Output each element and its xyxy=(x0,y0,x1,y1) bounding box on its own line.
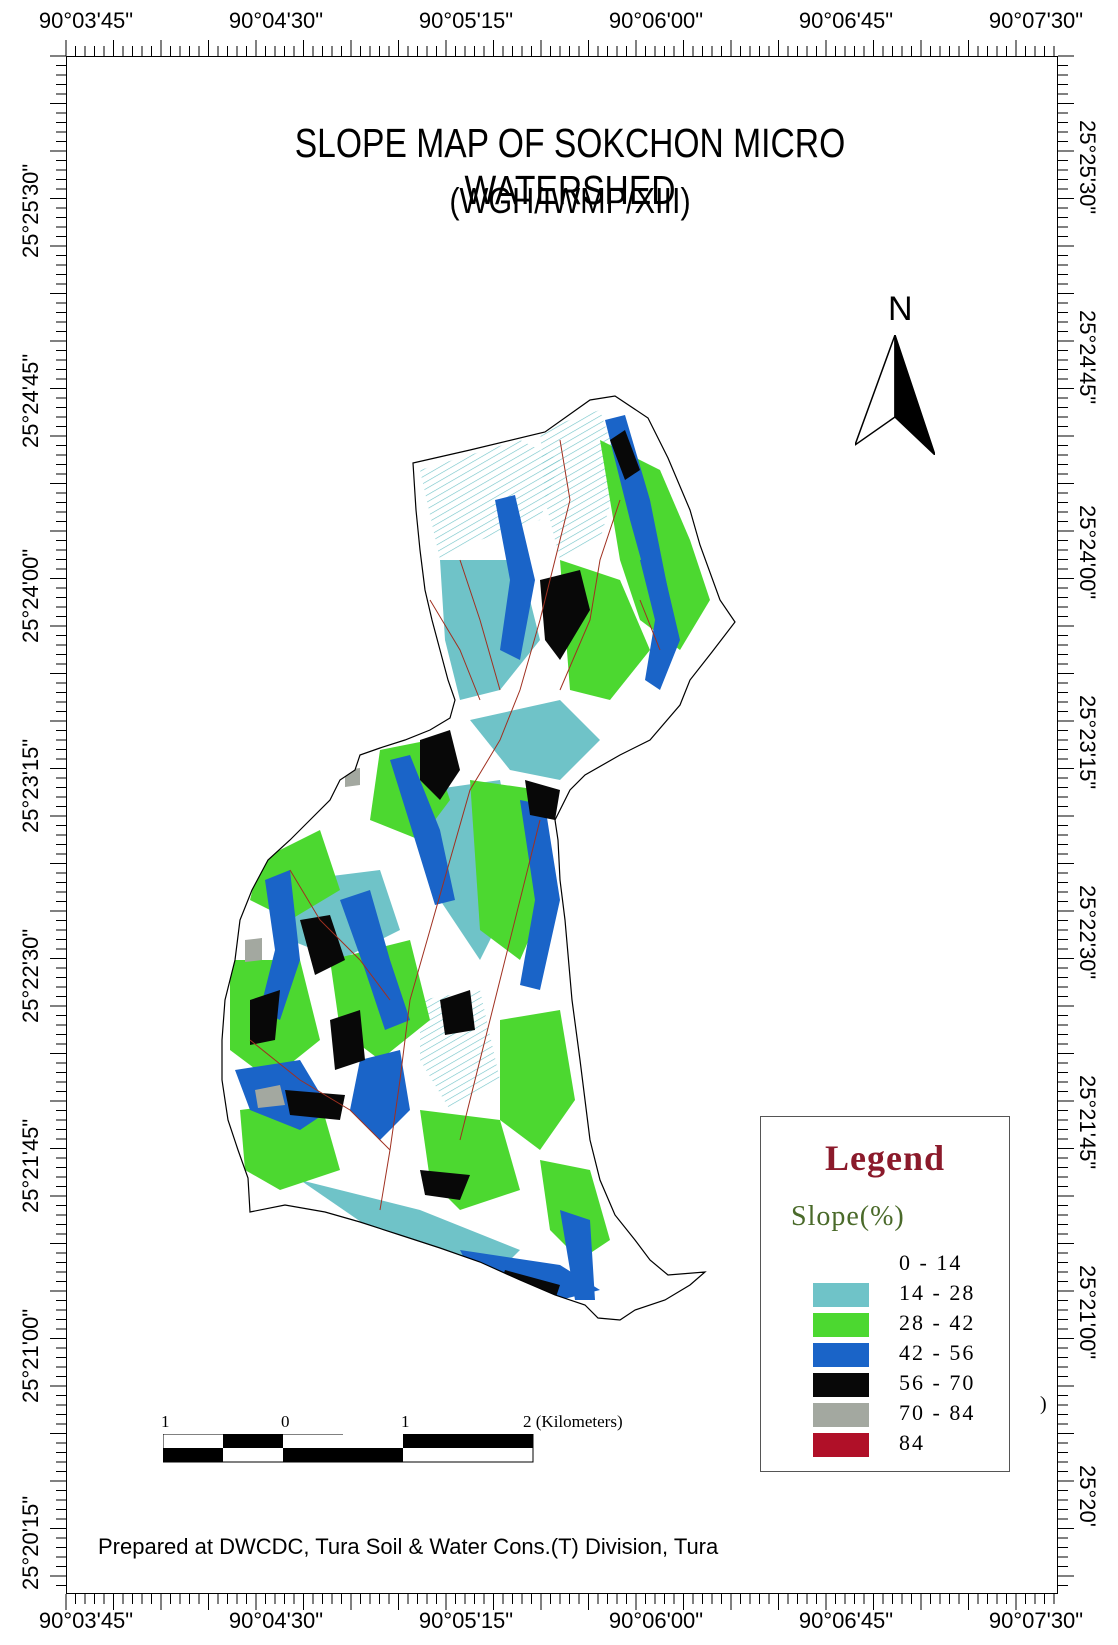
scale-label-two: 2 (Kilometers) xyxy=(523,1412,623,1431)
legend-swatch xyxy=(813,1283,869,1307)
scale-label-left: 1 xyxy=(161,1412,170,1431)
scale-label-one: 1 xyxy=(401,1412,410,1431)
longitude-bottom-label: 90°06'45" xyxy=(798,1608,894,1633)
legend-swatch xyxy=(813,1343,869,1367)
map-subtitle: (WGH/IWMP/XIII) xyxy=(449,180,691,221)
legend-title: Legend xyxy=(824,1138,945,1178)
longitude-top-label: 90°06'00" xyxy=(608,8,704,33)
longitude-bottom-label: 90°03'45" xyxy=(38,1608,134,1633)
legend-label: 84 xyxy=(899,1430,925,1455)
legend-label: 28 - 42 xyxy=(899,1310,976,1335)
longitude-top-label: 90°03'45" xyxy=(38,8,134,33)
legend-swatch xyxy=(813,1373,869,1397)
longitude-top-label: 90°05'15" xyxy=(418,8,514,33)
longitude-bottom-label: 90°07'30" xyxy=(988,1608,1084,1633)
map-frame xyxy=(66,56,1058,1594)
north-arrow-icon xyxy=(855,335,935,455)
longitude-top-label: 90°06'45" xyxy=(798,8,894,33)
legend-box: Legend Slope(%) 0 - 14 14 - 28 28 - 42 4… xyxy=(760,1116,1010,1472)
north-label: N xyxy=(888,290,913,328)
legend-label: 0 - 14 xyxy=(899,1250,963,1275)
longitude-top-label: 90°07'30" xyxy=(988,8,1084,33)
longitude-top-label: 90°04'30" xyxy=(228,8,324,33)
legend-swatch xyxy=(813,1403,869,1427)
longitude-bottom-label: 90°06'00" xyxy=(608,1608,704,1633)
legend-label: 70 - 84 xyxy=(899,1400,976,1425)
legend-label: 14 - 28 xyxy=(899,1280,976,1305)
legend-label: 42 - 56 xyxy=(899,1340,976,1365)
scale-label-zero: 0 xyxy=(281,1412,290,1431)
stray-text: ) xyxy=(1040,1393,1047,1415)
footer-credit: Prepared at DWCDC, Tura Soil & Water Con… xyxy=(98,1534,719,1559)
legend-swatch xyxy=(813,1433,869,1457)
scale-bar xyxy=(163,1434,534,1463)
legend-label: 56 - 70 xyxy=(899,1370,976,1395)
longitude-bottom-label: 90°05'15" xyxy=(418,1608,514,1633)
legend-swatch xyxy=(813,1253,869,1277)
legend-swatch xyxy=(813,1313,869,1337)
legend-subtitle: Slope(%) xyxy=(791,1201,905,1232)
map-title: SLOPE MAP OF SOKCHON MICRO WATERSHED xyxy=(294,120,846,213)
longitude-bottom-label: 90°04'30" xyxy=(228,1608,324,1633)
